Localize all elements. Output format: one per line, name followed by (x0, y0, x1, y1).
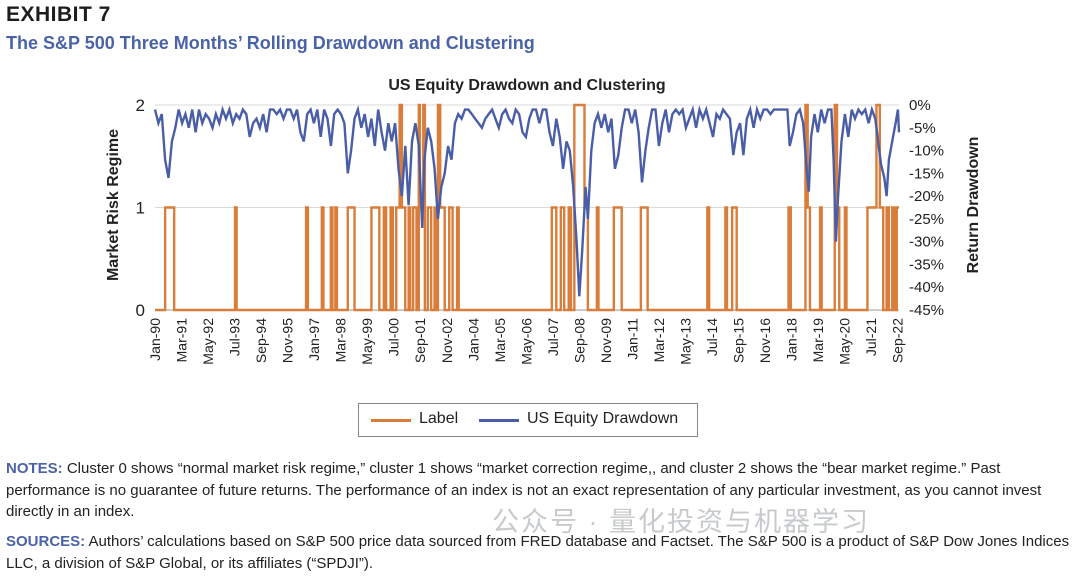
left-tick-labels: 0 1 2 (136, 96, 145, 320)
legend-item-drawdown: US Equity Drawdown (527, 410, 679, 427)
x-tick-label: Jul-14 (704, 318, 720, 356)
x-tick-label: Jul-21 (863, 318, 879, 356)
chart-title: US Equity Drawdown and Clustering (388, 77, 665, 94)
x-tick-label: Mar-91 (174, 318, 190, 363)
legend-swatch-label (371, 419, 411, 422)
sources-text: Authors’ calculations based on S&P 500 p… (6, 533, 1070, 572)
x-tick-label: Mar-12 (651, 318, 667, 363)
x-tick-label: Jul-00 (386, 318, 402, 356)
legend-swatch-drawdown (479, 419, 519, 422)
x-tick-label: Jan-04 (465, 318, 481, 361)
left-tick-label: 2 (136, 96, 145, 115)
notes: NOTES: Cluster 0 shows “normal market ri… (6, 458, 1074, 523)
right-tick-labels: 0% -5% -10% -15% -20% -25% -30% -35% -40% -45% (909, 97, 944, 319)
exhibit-subtitle: The S&P 500 Three Months’ Rolling Drawdo… (6, 33, 535, 53)
x-tick-label: Nov-95 (280, 318, 296, 363)
x-tick-label: Sep-01 (412, 318, 428, 363)
right-tick-label: -5% (909, 120, 936, 137)
x-tick-label: Mar-19 (810, 318, 826, 363)
x-tick-label: Mar-05 (492, 318, 508, 363)
x-tick-label: Sep-22 (890, 318, 906, 363)
notes-label: NOTES: (6, 460, 63, 477)
x-tick-label: Nov-09 (598, 318, 614, 363)
x-tick-label: May-13 (677, 318, 693, 365)
sources-label: SOURCES: (6, 533, 86, 550)
x-tick-label: Sep-15 (731, 318, 747, 363)
x-tick-label: Jan-97 (306, 318, 322, 361)
x-tick-label: Sep-08 (571, 318, 587, 363)
notes-text: Cluster 0 shows “normal market risk regi… (6, 460, 1042, 520)
x-tick-label: Jan-90 (147, 318, 163, 361)
right-tick-label: -30% (909, 234, 944, 251)
x-tick-label: Sep-94 (253, 318, 269, 363)
right-tick-label: -45% (909, 302, 944, 319)
x-tick-label: Jan-18 (784, 318, 800, 361)
right-tick-label: 0% (909, 97, 931, 114)
x-tick-label: May-20 (837, 318, 853, 365)
y-axis-left-label: Market Risk Regime (105, 129, 122, 281)
series-line-label (155, 103, 899, 312)
left-tick-label: 1 (136, 199, 145, 218)
chart-legend: Label US Equity Drawdown (358, 403, 698, 437)
chart: US Equity Drawdown and Clustering Market… (105, 77, 982, 365)
y-axis-right-label: Return Drawdown (965, 137, 982, 274)
right-tick-label: -35% (909, 256, 944, 273)
left-tick-label: 0 (136, 301, 145, 320)
series-line-us-equity-drawdown (153, 105, 901, 297)
x-tick-label: Jan-11 (624, 318, 640, 360)
x-tick-label: Jul-93 (227, 318, 243, 356)
x-tick-label: Nov-16 (757, 318, 773, 363)
x-tick-label: May-99 (359, 318, 375, 365)
legend-item-label: Label (419, 410, 459, 427)
right-tick-label: -25% (909, 211, 944, 228)
watermark: 公众号 · 量化投资与机器学习 (492, 507, 870, 537)
right-tick-label: -20% (909, 188, 944, 205)
x-tick-label: Mar-98 (333, 318, 349, 363)
right-tick-label: -40% (909, 279, 944, 296)
x-tick-label: May-06 (518, 318, 534, 365)
sources: SOURCES: Authors’ calculations based on … (6, 531, 1078, 574)
x-tick-labels: Jan-90 Mar-91 May-92 Jul-93 Sep-94 Nov-95 Jan-… (147, 318, 906, 365)
x-tick-label: Nov-02 (439, 318, 455, 363)
x-tick-label: May-92 (200, 318, 216, 365)
right-tick-label: -15% (909, 165, 944, 182)
exhibit-label: EXHIBIT 7 (6, 3, 111, 26)
x-tick-label: Jul-07 (545, 318, 561, 356)
right-tick-label: -10% (909, 143, 944, 160)
